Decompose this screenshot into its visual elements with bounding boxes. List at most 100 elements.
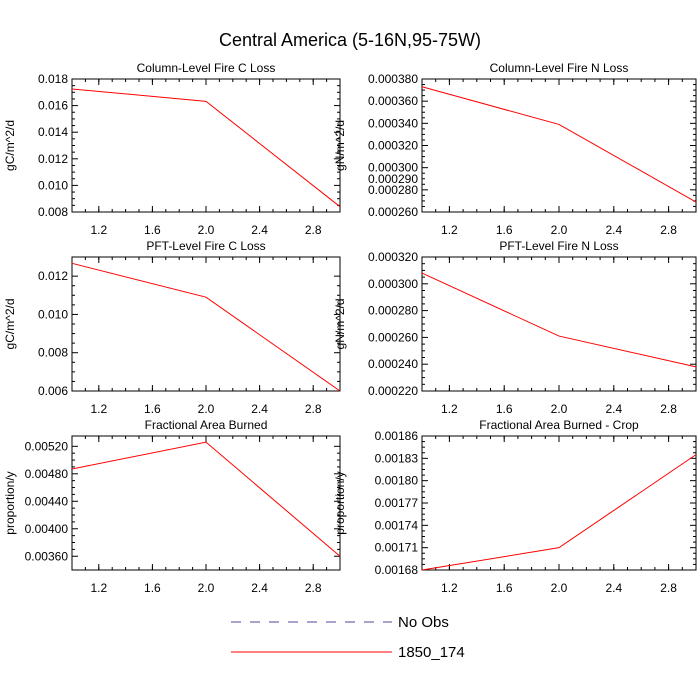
chart-panel: Fractional Area Burned - Crop proportion/… [333, 418, 697, 595]
panel-title: Column-Level Fire C Loss [137, 61, 276, 75]
y-tick-label: 0.000300 [368, 277, 418, 291]
y-tick-label: 0.000290 [368, 172, 418, 186]
y-tick-label: 0.00400 [25, 522, 69, 536]
x-tick-label: 2.0 [551, 223, 568, 237]
x-tick-label: 2.8 [660, 402, 677, 416]
chart-panel: PFT-Level Fire N Loss gN/m^2/d 1.2 1.6 2.0 2.… [333, 239, 697, 416]
y-axis-label: gC/m^2/d [3, 120, 17, 171]
y-tick-label: 0.00186 [375, 429, 419, 443]
plot-frame [71, 256, 341, 392]
y-tick-label: 0.000260 [368, 205, 418, 219]
legend-label: 1850_174 [398, 644, 465, 661]
x-tick-label: 2.0 [551, 402, 568, 416]
x-tick-label: 2.8 [305, 581, 322, 595]
x-tick-label: 2.0 [198, 223, 215, 237]
y-tick-label: 0.000260 [368, 330, 418, 344]
y-axis-label: gN/m^2/d [333, 299, 347, 350]
y-tick-label: 0.014 [38, 125, 68, 139]
x-tick-label: 2.0 [198, 581, 215, 595]
x-tick-label: 1.6 [144, 223, 161, 237]
y-tick-label: 0.00168 [375, 563, 419, 577]
panel-title: PFT-Level Fire N Loss [499, 239, 618, 253]
figure-title: Central America (5-16N,95-75W) [219, 30, 481, 50]
chart-panel: Column-Level Fire C Loss gC/m^2/d 1.2 1.6 2.… [3, 61, 341, 237]
y-tick-label: 0.00177 [375, 496, 419, 510]
panel-title: Fractional Area Burned - Crop [479, 418, 639, 432]
y-tick-label: 0.000320 [368, 139, 418, 153]
y-tick-label: 0.00183 [375, 451, 419, 465]
x-tick-label: 2.8 [305, 402, 322, 416]
y-tick-label: 0.000240 [368, 357, 418, 371]
y-axis-label: gC/m^2/d [3, 299, 17, 350]
y-tick-label: 0.000300 [368, 161, 418, 175]
y-tick-label: 0.010 [38, 178, 68, 192]
chart-panel: Column-Level Fire N Loss gN/m^2/d 1.2 1.6 2.… [333, 61, 697, 237]
panel-grid: Column-Level Fire C Loss gC/m^2/d 1.2 1.6 2.… [3, 61, 697, 595]
x-tick-label: 2.8 [305, 223, 322, 237]
series-line [71, 88, 341, 208]
x-tick-label: 2.0 [198, 402, 215, 416]
y-tick-label: 0.000220 [368, 384, 418, 398]
y-tick-label: 0.000380 [368, 72, 418, 86]
x-tick-label: 1.6 [496, 581, 513, 595]
y-tick-label: 0.00180 [375, 474, 419, 488]
series-line [71, 441, 341, 557]
y-tick-label: 0.000320 [368, 250, 418, 264]
chart-panel: PFT-Level Fire C Loss gC/m^2/d 1.2 1.6 2.0 2.… [3, 239, 341, 416]
y-tick-label: 0.000280 [368, 183, 418, 197]
x-tick-label: 1.6 [496, 223, 513, 237]
y-tick-label: 0.016 [38, 99, 68, 113]
x-tick-label: 1.6 [496, 402, 513, 416]
x-tick-label: 2.4 [605, 402, 622, 416]
panel-title: PFT-Level Fire C Loss [146, 239, 265, 253]
y-tick-label: 0.018 [38, 72, 68, 86]
y-tick-label: 0.000360 [368, 94, 418, 108]
legend-item: No Obs [231, 614, 449, 631]
series-line [421, 86, 697, 203]
y-tick-label: 0.00174 [375, 518, 419, 532]
plot-frame [421, 435, 697, 571]
x-tick-label: 1.6 [144, 581, 161, 595]
y-tick-label: 0.00360 [25, 549, 69, 563]
x-tick-label: 2.4 [251, 581, 268, 595]
y-axis-label: proportion/y [3, 471, 17, 534]
x-tick-label: 2.4 [251, 402, 268, 416]
y-axis-label: gN/m^2/d [333, 120, 347, 171]
y-tick-label: 0.000340 [368, 116, 418, 130]
x-tick-label: 1.2 [441, 223, 458, 237]
panel-title: Column-Level Fire N Loss [490, 61, 629, 75]
x-tick-label: 1.2 [441, 402, 458, 416]
x-tick-label: 2.4 [605, 581, 622, 595]
x-tick-label: 2.4 [605, 223, 622, 237]
series-line [421, 272, 697, 368]
plot-frame [71, 78, 341, 213]
x-tick-label: 1.2 [90, 581, 107, 595]
x-tick-label: 1.2 [90, 402, 107, 416]
legend: No Obs 1850_174 [231, 614, 465, 661]
y-tick-label: 0.00520 [25, 439, 69, 453]
chart-panel: Fractional Area Burned proportion/y 1.2 1.6… [3, 418, 341, 595]
y-tick-label: 0.008 [38, 205, 68, 219]
y-tick-label: 0.00171 [375, 541, 419, 555]
series-line [421, 454, 697, 571]
y-tick-label: 0.006 [38, 384, 68, 398]
y-tick-label: 0.00480 [25, 467, 69, 481]
series-line [71, 262, 341, 392]
y-tick-label: 0.00440 [25, 494, 69, 508]
plot-frame [421, 256, 697, 392]
plot-frame [421, 78, 697, 213]
x-tick-label: 1.2 [441, 581, 458, 595]
y-tick-label: 0.012 [38, 269, 68, 283]
panel-title: Fractional Area Burned [145, 418, 268, 432]
plot-frame [71, 435, 341, 571]
x-tick-label: 2.8 [660, 223, 677, 237]
y-tick-label: 0.008 [38, 346, 68, 360]
y-tick-label: 0.012 [38, 152, 68, 166]
y-tick-label: 0.010 [38, 307, 68, 321]
y-axis-label: proportion/y [333, 471, 347, 534]
legend-item: 1850_174 [231, 644, 465, 661]
x-tick-label: 1.2 [90, 223, 107, 237]
x-tick-label: 2.4 [251, 223, 268, 237]
x-tick-label: 2.8 [660, 581, 677, 595]
